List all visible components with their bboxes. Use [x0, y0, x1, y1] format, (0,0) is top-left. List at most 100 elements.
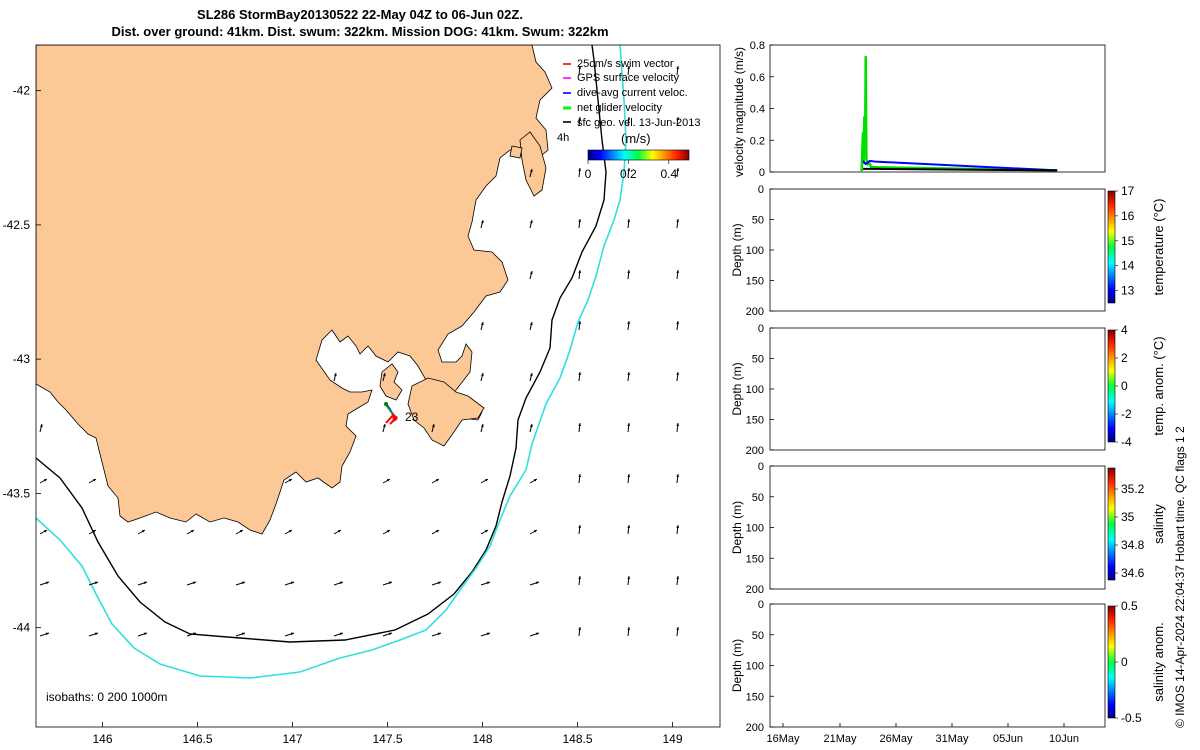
legend-swim-vector: 25cm/s swim vector	[577, 58, 674, 70]
sfc-vector-arrowhead	[578, 423, 582, 427]
sfc-vector-arrowhead	[435, 530, 439, 533]
depth-colorbar-tick-label: 34.8	[1121, 538, 1145, 552]
sfc-vector-arrowhead	[627, 627, 631, 631]
depth-colorbar-label: salinity	[1151, 504, 1166, 544]
sfc-vector-arrowhead	[339, 632, 343, 636]
title-line-1: SL286 StormBay20130522 22-May 04Z to 06-…	[197, 7, 523, 22]
depth-panel-frame	[769, 327, 1106, 451]
sfc-vector-arrowhead	[578, 474, 582, 478]
sfc-vector-arrowhead	[143, 581, 147, 585]
map-colorbar-tick-label: 0.4	[660, 167, 677, 181]
map-y-tick-label: -43.5	[3, 486, 31, 500]
sfc-vector-arrowhead	[535, 581, 539, 585]
sfc-vector-arrowhead	[529, 271, 533, 275]
depth-y-tick-label: 0	[758, 461, 764, 473]
sfc-vector-arrowhead	[535, 632, 539, 636]
sfc-vector-arrowhead	[627, 219, 631, 223]
depth-y-tick-label: 50	[752, 215, 764, 227]
map-colorbar: (m/s) 0 0.2 0.4	[585, 131, 690, 181]
depth-colorbar-tick-label: -0.5	[1121, 711, 1142, 725]
glider-position-dot	[392, 415, 398, 421]
time-x-tick-label: 31May	[935, 733, 969, 745]
depth-colorbar-tick-label: 0	[1121, 379, 1128, 393]
depth-ylabel: Depth (m)	[730, 362, 744, 415]
depth-y-tick-label: 100	[746, 523, 764, 535]
isobath-1000m	[36, 45, 627, 679]
sfc-vector-arrowhead	[241, 581, 245, 585]
sfc-vector-arrowhead	[578, 627, 582, 631]
sfc-vector-arrowhead	[480, 424, 484, 428]
time-x-tick-label: 21May	[823, 733, 857, 745]
depth-y-tick-label: 100	[746, 245, 764, 257]
map-colorbar-tick-label: 0.2	[620, 167, 637, 181]
isobath-200m	[36, 45, 607, 643]
sfc-vector-arrowhead	[386, 530, 390, 533]
sfc-vector-arrowhead	[45, 581, 49, 585]
sfc-vector-arrowhead	[437, 581, 441, 585]
depth-y-tick-label: 200	[746, 306, 764, 318]
sfc-vector-arrowhead	[190, 530, 194, 533]
sfc-vector-arrowhead	[288, 479, 292, 482]
sfc-vector-arrowhead	[627, 474, 631, 478]
sfc-vector-arrowhead	[578, 576, 582, 580]
sfc-vector-arrowhead	[578, 168, 582, 172]
sfc-vector-arrowhead	[627, 372, 631, 376]
velocity-y-tick-label: 0.8	[750, 40, 765, 52]
map-y-tick-label: -44	[13, 621, 31, 635]
sfc-vector-arrowhead	[192, 581, 196, 585]
sfc-vector-arrowhead	[192, 632, 196, 636]
legend-dive-avg: dive-avg current veloc.	[577, 87, 688, 99]
velocity-series-line	[860, 56, 1058, 173]
sfc-vector-arrowhead	[480, 322, 484, 326]
time-x-tick-label: 16May	[766, 733, 800, 745]
sfc-vector-arrowhead	[386, 479, 390, 482]
map-colorbar-tick-label: 0	[585, 167, 592, 181]
map-x-tick-label: 149	[662, 732, 682, 746]
sfc-vector-arrowhead	[431, 424, 435, 428]
time-x-tick-label: 26May	[879, 733, 913, 745]
figure-title: SL286 StormBay20130522 22-May 04Z to 06-…	[0, 6, 720, 40]
velocity-y-tick-label: 0.2	[750, 135, 765, 147]
map-y-tick-label: -42.5	[3, 218, 31, 232]
sfc-vector-arrowhead	[676, 627, 680, 631]
depth-colorbar-gradient	[1107, 329, 1116, 443]
depth-panel-frame	[769, 603, 1106, 728]
map-x-tick-label: 147.5	[372, 732, 402, 746]
depth-colorbar-tick-label: 13	[1121, 284, 1135, 298]
depth-y-tick-label: 0	[758, 323, 764, 335]
sfc-vector-arrowhead	[627, 576, 631, 580]
sfc-vector-arrowhead	[529, 424, 533, 428]
depth-colorbar-tick-label: 35.2	[1121, 482, 1145, 496]
depth-colorbar-tick-label: 17	[1121, 184, 1135, 198]
depth-panel-temperature-anomaly: 0 50 100 150 200 Depth (m) 4 2 0 -2 -4 temp. anom. …	[730, 323, 1166, 457]
depth-y-tick-label: 100	[746, 384, 764, 396]
depth-y-tick-label: 200	[746, 722, 764, 734]
depth-y-tick-label: 200	[746, 445, 764, 457]
depth-y-tick-label: 50	[752, 630, 764, 642]
map-panel: 23 isobaths: 0 200 1000m 146 146.5 147 147.…	[3, 44, 721, 746]
sfc-vector-arrowhead	[333, 373, 337, 377]
sfc-vector-arrowhead	[529, 220, 533, 224]
sfc-vector-arrowhead	[92, 479, 96, 482]
depth-colorbar-tick-label: -2	[1121, 407, 1132, 421]
map-legend: 25cm/s swim vector GPS surface velocity …	[557, 58, 701, 144]
sfc-vector-arrowhead	[529, 373, 533, 377]
sfc-vector-arrowhead	[437, 632, 441, 636]
depth-colorbar-tick-label: 15	[1121, 234, 1135, 248]
map-y-tick-label: -43	[13, 352, 31, 366]
depth-colorbar-gradient	[1107, 190, 1116, 304]
sfc-vector-arrowhead	[676, 423, 680, 427]
glider-start-dot	[384, 402, 388, 406]
sfc-vector-arrowhead	[627, 270, 631, 274]
map-x-tick-label: 146.5	[182, 732, 212, 746]
sfc-vector-arrowhead	[529, 169, 533, 173]
sfc-vector-arrowhead	[43, 479, 47, 482]
velocity-y-tick-label: 0.6	[750, 72, 765, 84]
depth-ylabel: Depth (m)	[730, 639, 744, 692]
depth-y-tick-label: 200	[746, 584, 764, 596]
tasmania-land	[36, 45, 553, 535]
sfc-vector-arrowhead	[676, 474, 680, 478]
sfc-vector-arrowhead	[533, 479, 537, 482]
sfc-vector-arrowhead	[435, 479, 439, 482]
sfc-vector-arrowhead	[529, 322, 533, 326]
